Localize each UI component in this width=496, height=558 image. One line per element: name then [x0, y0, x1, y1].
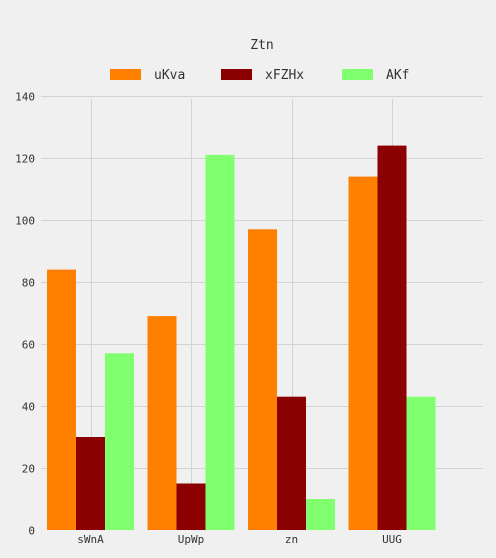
- bar-AKf-UUG: [406, 396, 436, 530]
- bar-uKva-zn: [248, 229, 277, 531]
- y-tick-label: 80: [22, 277, 35, 290]
- bar-xFZHx-zn: [277, 396, 306, 530]
- y-tick-label: 120: [15, 153, 35, 166]
- x-tick-label: sWnA: [77, 533, 104, 546]
- bars-layer: [47, 145, 436, 531]
- legend-label: uKva: [154, 68, 185, 83]
- bar-uKva-UUG: [348, 176, 378, 530]
- bar-uKva-sWnA: [47, 269, 76, 530]
- x-tick-label: UpWp: [178, 533, 205, 546]
- legend-swatch: [110, 69, 141, 80]
- legend: uKva xFZHx AKf: [110, 68, 409, 83]
- bar-AKf-UpWp: [205, 154, 235, 530]
- bar-xFZHx-UpWp: [176, 483, 206, 530]
- legend-swatch: [342, 69, 373, 80]
- bar-AKf-zn: [306, 499, 335, 530]
- legend-label: AKf: [386, 68, 409, 83]
- bar-xFZHx-UUG: [377, 145, 407, 530]
- bar-xFZHx-sWnA: [76, 437, 105, 530]
- legend-swatch: [221, 69, 252, 80]
- y-tick-label: 140: [15, 91, 35, 104]
- y-tick-label: 0: [28, 525, 35, 538]
- chart-title: Ztn: [250, 38, 273, 53]
- axis-layer: 0 20 40 60 80 100 120 140 sWnA UpWp zn UUG: [15, 91, 402, 547]
- y-tick-label: 100: [15, 215, 35, 228]
- y-tick-label: 20: [22, 463, 35, 476]
- legend-label: xFZHx: [265, 68, 304, 83]
- bar-uKva-UpWp: [147, 316, 177, 530]
- bar-AKf-sWnA: [105, 353, 134, 530]
- x-tick-label: zn: [285, 533, 298, 546]
- y-tick-label: 60: [22, 339, 35, 352]
- y-tick-label: 40: [22, 401, 35, 414]
- x-tick-label: UUG: [382, 533, 402, 546]
